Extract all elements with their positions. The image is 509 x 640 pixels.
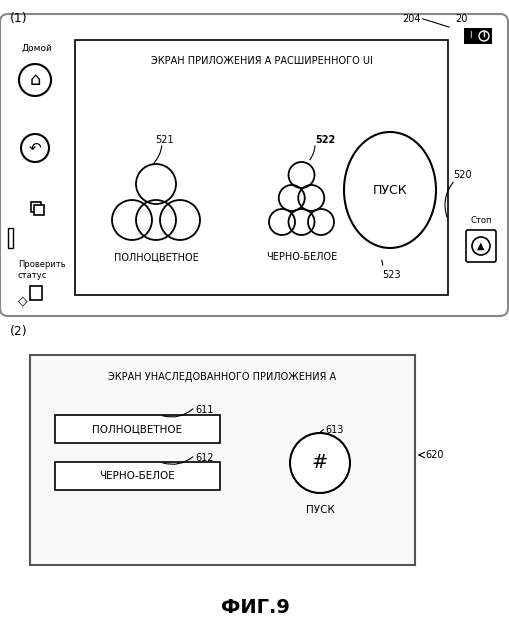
Circle shape bbox=[290, 433, 349, 493]
Text: ПУСК: ПУСК bbox=[305, 505, 334, 515]
Bar bbox=[55, 415, 219, 443]
Text: 620: 620 bbox=[424, 450, 443, 460]
FancyBboxPatch shape bbox=[0, 14, 507, 316]
Text: ЭКРАН УНАСЛЕДОВАННОГО ПРИЛОЖЕНИЯ А: ЭКРАН УНАСЛЕДОВАННОГО ПРИЛОЖЕНИЯ А bbox=[108, 372, 336, 382]
Text: 204: 204 bbox=[401, 14, 420, 24]
Bar bbox=[31, 202, 41, 212]
Bar bbox=[463, 28, 491, 44]
Text: Проверить
статус: Проверить статус bbox=[18, 260, 66, 280]
Bar bbox=[8, 228, 13, 248]
Text: ПОЛНОЦВЕТНОЕ: ПОЛНОЦВЕТНОЕ bbox=[92, 424, 182, 434]
Text: ЧЕРНО-БЕЛОЕ: ЧЕРНО-БЕЛОЕ bbox=[99, 471, 175, 481]
Text: Домой: Домой bbox=[22, 44, 53, 53]
Bar bbox=[75, 40, 447, 295]
Text: ↶: ↶ bbox=[29, 141, 41, 156]
Text: 611: 611 bbox=[194, 405, 213, 415]
Text: ▲: ▲ bbox=[476, 241, 484, 251]
Bar bbox=[34, 205, 44, 215]
Text: ◇: ◇ bbox=[18, 294, 27, 307]
Text: 522: 522 bbox=[315, 135, 334, 145]
Text: #: # bbox=[311, 454, 328, 472]
Text: ЧЕРНО-БЕЛОЕ: ЧЕРНО-БЕЛОЕ bbox=[265, 252, 336, 262]
Text: I: I bbox=[468, 31, 471, 40]
Text: (2): (2) bbox=[10, 325, 27, 338]
Text: Стоп: Стоп bbox=[469, 216, 491, 225]
Text: 612: 612 bbox=[194, 453, 213, 463]
Text: ПОЛНОЦВЕТНОЕ: ПОЛНОЦВЕТНОЕ bbox=[114, 252, 198, 262]
Bar bbox=[55, 462, 219, 490]
Text: 521: 521 bbox=[155, 135, 174, 145]
Text: ЭКРАН ПРИЛОЖЕНИЯ А РАСШИРЕННОГО UI: ЭКРАН ПРИЛОЖЕНИЯ А РАСШИРЕННОГО UI bbox=[150, 56, 372, 66]
Bar bbox=[30, 286, 42, 300]
Text: 520: 520 bbox=[452, 170, 471, 180]
Text: 20: 20 bbox=[454, 14, 466, 24]
Text: 523: 523 bbox=[381, 270, 400, 280]
Text: ⌂: ⌂ bbox=[29, 71, 41, 89]
Text: (1): (1) bbox=[10, 12, 27, 25]
Text: ПУСК: ПУСК bbox=[372, 184, 407, 196]
Text: 613: 613 bbox=[324, 425, 343, 435]
Bar bbox=[30, 355, 414, 565]
Text: ФИГ.9: ФИГ.9 bbox=[220, 598, 289, 617]
